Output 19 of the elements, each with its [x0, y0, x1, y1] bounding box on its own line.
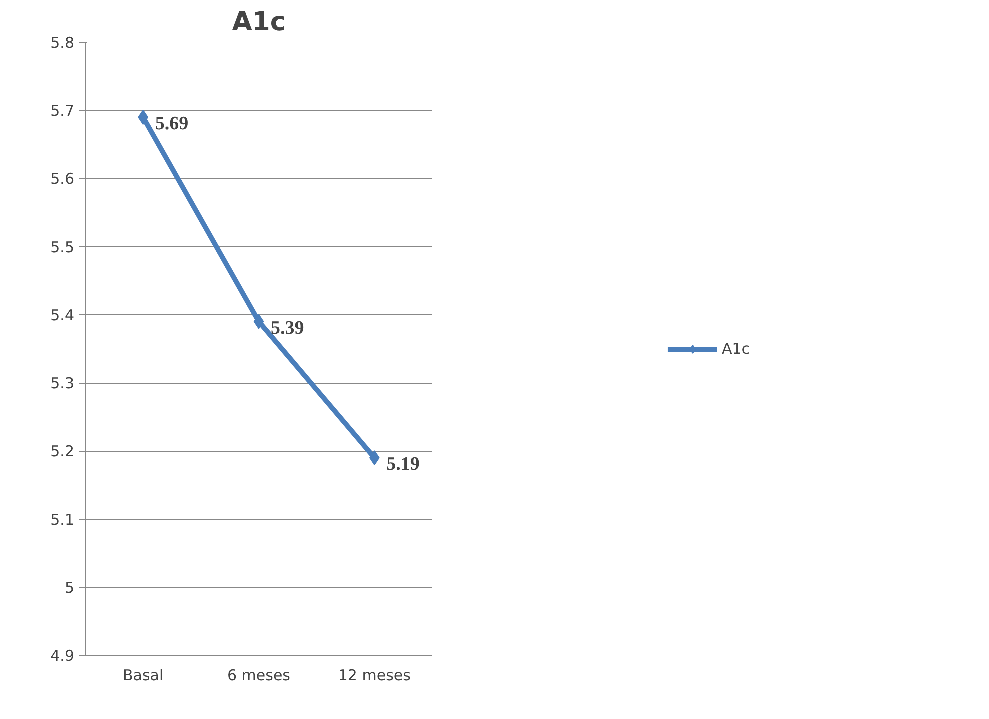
y-tick-label: 5.6 — [50, 170, 75, 188]
point — [254, 314, 264, 330]
chart-title: A1c — [232, 8, 286, 38]
x-tick-label: 12 meses — [338, 666, 412, 684]
y-tick-label: 5.8 — [50, 34, 75, 52]
y-tick-label: 5 — [64, 578, 75, 597]
y-tick-label: 5.2 — [50, 442, 75, 461]
data-label: 5.19 — [386, 454, 420, 475]
y-tick-label: 5.3 — [50, 374, 75, 393]
data-label: 5.69 — [155, 113, 189, 134]
x-tick-label: Basal — [123, 666, 164, 684]
y-tick-label: 5.5 — [50, 238, 75, 256]
y-tick-label: 4.9 — [50, 647, 75, 665]
legend-label: A1c — [722, 340, 750, 358]
y-tick-label: 5.4 — [50, 306, 75, 324]
y-tick-label: 5.1 — [50, 510, 75, 529]
data-label: 5.39 — [271, 318, 304, 339]
y-tick-label: 5.7 — [50, 102, 75, 120]
x-tick-label: 6 meses — [227, 666, 291, 684]
